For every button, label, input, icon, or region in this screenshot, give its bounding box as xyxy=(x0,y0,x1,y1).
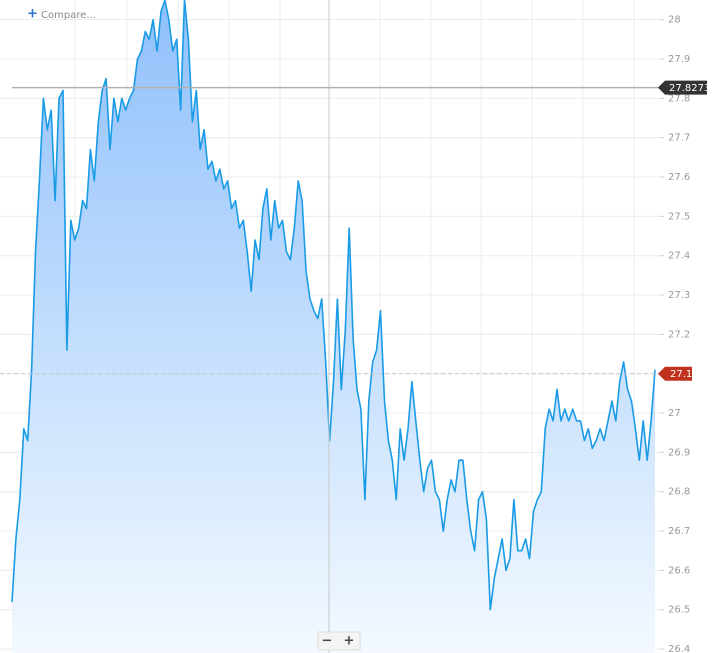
y-tick-label: 26.5 xyxy=(668,605,690,616)
y-tick-label: 27.9 xyxy=(668,54,690,65)
last-price-label: 27.1 xyxy=(670,369,692,380)
compare-button[interactable]: + Compare... xyxy=(27,7,96,22)
zoom-box xyxy=(317,631,361,651)
compare-icon[interactable]: + xyxy=(27,7,38,22)
area-fill xyxy=(12,0,655,653)
zoom-controls: − + xyxy=(317,631,361,651)
y-tick-label: 27.6 xyxy=(668,172,690,183)
last-price-tag xyxy=(658,366,692,381)
y-tick-label: 28 xyxy=(668,15,681,26)
y-tick-label: 27.5 xyxy=(668,211,690,222)
zoom-out[interactable]: − xyxy=(322,634,333,649)
y-tick-label: 26.8 xyxy=(668,487,690,498)
y-tick-label: 27.2 xyxy=(668,329,690,340)
y-tick-label: 27.3 xyxy=(668,290,690,301)
crosshair-label: 27.8273 xyxy=(669,83,710,94)
crosshair-tag xyxy=(658,80,707,95)
y-tick-label: 26.9 xyxy=(668,447,690,458)
y-tick-label: 27 xyxy=(668,408,681,419)
price-line xyxy=(11,0,656,611)
y-tick-label: 26.6 xyxy=(668,565,690,576)
y-tick-label: 27.7 xyxy=(668,133,690,144)
compare-label[interactable]: Compare... xyxy=(41,10,96,21)
y-tick-label: 27.4 xyxy=(668,251,690,262)
zoom-in[interactable]: + xyxy=(344,634,355,649)
y-tick-label: 26.4 xyxy=(668,644,690,653)
y-tick-label: 26.7 xyxy=(668,526,690,537)
y-tick-label: 27.8 xyxy=(668,93,690,104)
